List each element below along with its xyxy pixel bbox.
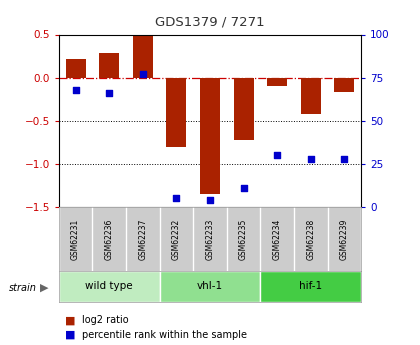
Bar [166,78,186,147]
Text: GSM62238: GSM62238 [306,218,315,259]
Text: vhl-1: vhl-1 [197,282,223,291]
Text: GSM62231: GSM62231 [71,218,80,259]
Text: wild type: wild type [85,282,133,291]
Text: percentile rank within the sample: percentile rank within the sample [82,330,247,339]
Bar [200,78,220,194]
Text: GSM62235: GSM62235 [239,218,248,259]
Bar [160,271,260,302]
Bar [301,78,321,114]
Text: GDS1379 / 7271: GDS1379 / 7271 [155,16,265,29]
Point [139,71,146,77]
Point [72,87,79,92]
Bar [66,59,86,78]
Text: ■: ■ [65,315,76,325]
Text: GSM62234: GSM62234 [273,218,282,259]
Point [307,156,314,161]
Bar [59,271,160,302]
Point [106,90,113,96]
Text: GSM62232: GSM62232 [172,218,181,259]
Point [207,197,213,203]
Bar [234,78,254,140]
Point [240,185,247,191]
Text: GSM62236: GSM62236 [105,218,114,259]
Text: ▶: ▶ [40,283,48,293]
Text: log2 ratio: log2 ratio [82,315,129,325]
Point [341,156,348,161]
Bar [133,34,153,78]
Text: ■: ■ [65,330,76,339]
Text: GSM62237: GSM62237 [138,218,147,259]
Text: strain: strain [8,283,36,293]
Text: GSM62239: GSM62239 [340,218,349,259]
Bar [267,78,287,86]
Text: GSM62233: GSM62233 [205,218,215,259]
Point [274,152,281,158]
Text: hif-1: hif-1 [299,282,323,291]
Bar [334,78,354,92]
Bar [99,53,119,78]
Point [173,196,180,201]
Bar [260,271,361,302]
